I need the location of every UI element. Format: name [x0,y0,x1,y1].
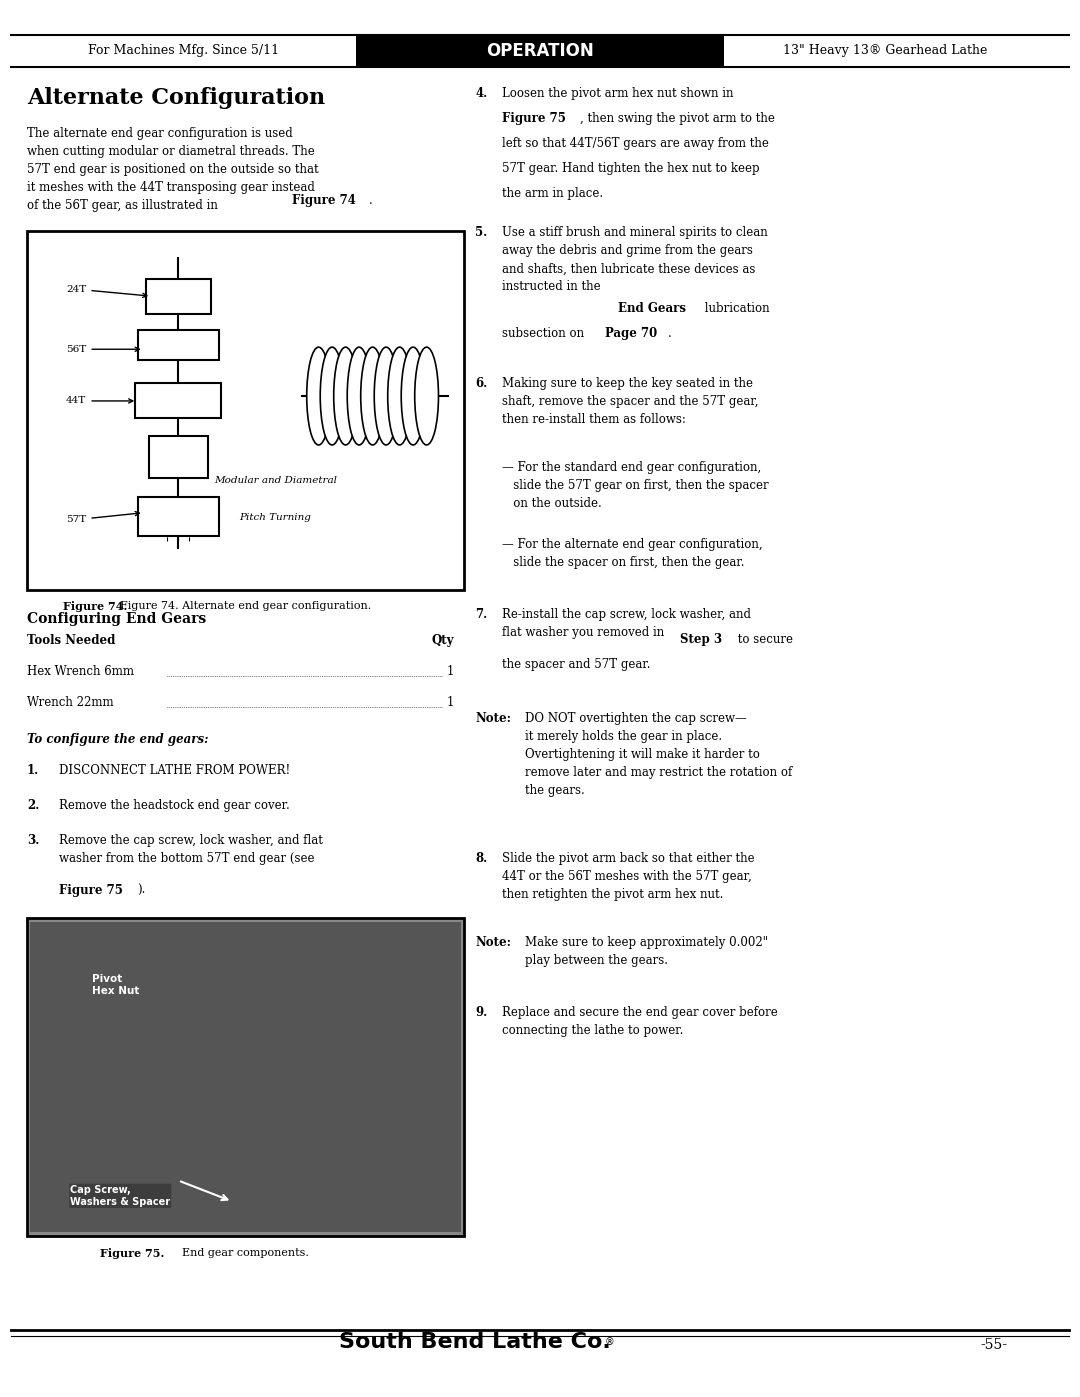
Text: 6.: 6. [475,377,487,390]
Text: 24T: 24T [66,285,147,298]
Text: Note:: Note: [475,712,511,725]
FancyBboxPatch shape [146,279,211,314]
Text: Make sure to keep approximately 0.002"
play between the gears.: Make sure to keep approximately 0.002" p… [525,936,768,967]
Text: 9.: 9. [475,1006,487,1018]
Text: the spacer and 57T gear.: the spacer and 57T gear. [502,658,650,671]
Text: 2.: 2. [27,799,39,812]
Text: Use a stiff brush and mineral spirits to clean
away the debris and grime from th: Use a stiff brush and mineral spirits to… [502,226,768,293]
Text: Page 70: Page 70 [605,327,657,339]
Text: -55-: -55- [981,1338,1008,1352]
Text: lubrication: lubrication [701,302,770,314]
Text: left so that 44T/56T gears are away from the: left so that 44T/56T gears are away from… [502,137,769,149]
Text: 8.: 8. [475,852,487,865]
Text: Figure 75: Figure 75 [59,884,123,897]
Ellipse shape [388,348,411,446]
Text: Figure 75.: Figure 75. [100,1248,165,1259]
Text: Remove the headstock end gear cover.: Remove the headstock end gear cover. [59,799,291,812]
Text: 57T: 57T [66,511,139,524]
Ellipse shape [361,348,384,446]
FancyBboxPatch shape [27,918,464,1236]
Text: Pivot
Hex Nut: Pivot Hex Nut [92,974,139,996]
Text: For Machines Mfg. Since 5/11: For Machines Mfg. Since 5/11 [89,45,279,57]
Text: Figure 74.: Figure 74. [63,601,127,612]
Ellipse shape [307,348,330,446]
Text: Figure 74: Figure 74 [292,194,355,207]
Text: Wrench 22mm: Wrench 22mm [27,696,118,708]
Text: , then swing the pivot arm to the: , then swing the pivot arm to the [580,112,774,124]
Text: ®: ® [605,1337,615,1347]
Text: 7.: 7. [475,608,487,620]
Text: subsection on: subsection on [502,327,589,339]
FancyBboxPatch shape [27,231,464,590]
Ellipse shape [402,348,426,446]
Text: ).: ). [137,884,146,897]
Text: The alternate end gear configuration is used
when cutting modular or diametral t: The alternate end gear configuration is … [27,127,319,212]
Text: OPERATION: OPERATION [486,42,594,60]
Text: Figure 75: Figure 75 [502,112,566,124]
Ellipse shape [334,348,357,446]
FancyBboxPatch shape [356,35,724,67]
FancyBboxPatch shape [30,922,461,1232]
Text: 13" Heavy 13® Gearhead Lathe: 13" Heavy 13® Gearhead Lathe [783,45,988,57]
Text: — For the alternate end gear configuration,
   slide the spacer on first, then t: — For the alternate end gear configurati… [502,538,762,569]
Text: Note:: Note: [475,936,511,949]
Text: Re-install the cap screw, lock washer, and
flat washer you removed in: Re-install the cap screw, lock washer, a… [502,608,752,638]
Text: 57T gear. Hand tighten the hex nut to keep: 57T gear. Hand tighten the hex nut to ke… [502,162,760,175]
Text: Alternate Configuration: Alternate Configuration [27,87,325,109]
Text: to secure: to secure [734,633,794,645]
Text: 4.: 4. [475,87,487,99]
Text: Remove the cap screw, lock washer, and flat
washer from the bottom 57T end gear : Remove the cap screw, lock washer, and f… [59,834,323,865]
Ellipse shape [415,348,438,446]
Text: To configure the end gears:: To configure the end gears: [27,733,208,746]
Text: Modular and Diametral: Modular and Diametral [214,476,337,485]
Ellipse shape [321,348,345,446]
Text: Pitch Turning: Pitch Turning [240,514,311,522]
Text: South Bend Lathe Co.: South Bend Lathe Co. [339,1333,611,1352]
Text: 5.: 5. [475,226,487,239]
Text: .: . [369,194,373,207]
FancyBboxPatch shape [138,330,218,360]
FancyBboxPatch shape [135,383,221,419]
Text: Figure 74. Alternate end gear configuration.: Figure 74. Alternate end gear configurat… [120,601,372,610]
Text: — For the standard end gear configuration,
   slide the 57T gear on first, then : — For the standard end gear configuratio… [502,461,769,510]
Text: Slide the pivot arm back so that either the
44T or the 56T meshes with the 57T g: Slide the pivot arm back so that either … [502,852,755,901]
Text: Making sure to keep the key seated in the
shaft, remove the spacer and the 57T g: Making sure to keep the key seated in th… [502,377,759,426]
Text: DO NOT overtighten the cap screw—
it merely holds the gear in place.
Overtighten: DO NOT overtighten the cap screw— it mer… [525,712,792,798]
Text: Step 3: Step 3 [680,633,723,645]
Text: 3.: 3. [27,834,39,847]
Text: 1: 1 [446,665,454,678]
Ellipse shape [348,348,372,446]
Text: Qty: Qty [431,634,454,647]
Text: the arm in place.: the arm in place. [502,187,604,200]
Ellipse shape [375,348,399,446]
Text: 56T: 56T [66,345,139,353]
Text: Configuring End Gears: Configuring End Gears [27,612,206,626]
Text: DISCONNECT LATHE FROM POWER!: DISCONNECT LATHE FROM POWER! [59,764,291,777]
Text: 44T: 44T [66,397,133,405]
Text: Hex Wrench 6mm: Hex Wrench 6mm [27,665,138,678]
FancyBboxPatch shape [138,497,218,536]
Text: Loosen the pivot arm hex nut shown in: Loosen the pivot arm hex nut shown in [502,87,733,99]
Text: 1: 1 [446,696,454,708]
FancyBboxPatch shape [149,436,207,478]
Text: Cap Screw,
Washers & Spacer: Cap Screw, Washers & Spacer [70,1185,171,1207]
Text: End gear components.: End gear components. [183,1248,309,1257]
Text: .: . [667,327,671,339]
Text: Tools Needed: Tools Needed [27,634,116,647]
Text: 1.: 1. [27,764,39,777]
Text: Replace and secure the end gear cover before
connecting the lathe to power.: Replace and secure the end gear cover be… [502,1006,778,1037]
Text: End Gears: End Gears [618,302,686,314]
